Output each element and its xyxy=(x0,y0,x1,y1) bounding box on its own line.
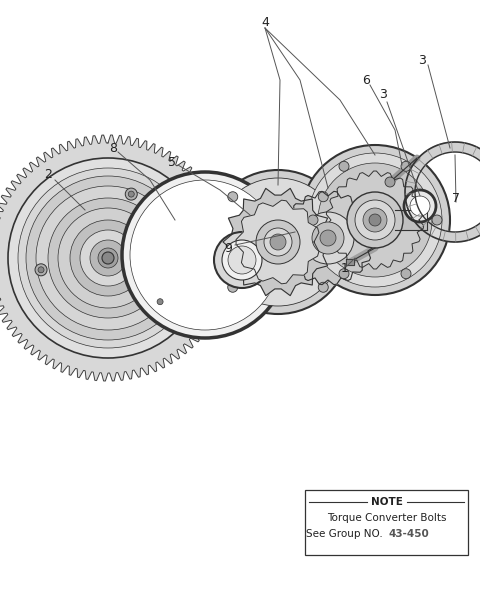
Circle shape xyxy=(154,296,166,308)
Text: 6: 6 xyxy=(362,74,370,87)
Circle shape xyxy=(157,299,163,305)
Circle shape xyxy=(122,172,288,338)
Circle shape xyxy=(70,220,146,296)
Polygon shape xyxy=(236,200,319,284)
Text: 3: 3 xyxy=(379,89,387,102)
Circle shape xyxy=(320,230,336,246)
Circle shape xyxy=(26,176,190,340)
Text: 3: 3 xyxy=(418,53,426,67)
Circle shape xyxy=(401,268,411,279)
Text: Torque Converter Bolts: Torque Converter Bolts xyxy=(327,513,446,523)
Polygon shape xyxy=(326,171,424,269)
Text: NOTE: NOTE xyxy=(371,497,402,507)
Circle shape xyxy=(130,180,280,330)
Circle shape xyxy=(98,248,118,268)
Circle shape xyxy=(363,208,387,232)
Circle shape xyxy=(302,212,354,264)
Circle shape xyxy=(228,192,238,202)
Circle shape xyxy=(214,178,342,306)
Polygon shape xyxy=(0,135,231,381)
Polygon shape xyxy=(346,259,354,265)
Circle shape xyxy=(228,282,238,292)
Text: 43-450: 43-450 xyxy=(388,529,429,539)
Circle shape xyxy=(222,240,262,280)
Circle shape xyxy=(410,196,430,216)
Circle shape xyxy=(308,215,318,225)
Circle shape xyxy=(318,192,328,202)
Text: 4: 4 xyxy=(261,15,269,29)
Text: 5: 5 xyxy=(168,156,176,169)
Polygon shape xyxy=(281,191,374,285)
Polygon shape xyxy=(405,142,480,242)
Circle shape xyxy=(385,177,395,187)
Circle shape xyxy=(339,268,349,279)
Text: 7: 7 xyxy=(452,191,460,204)
Circle shape xyxy=(214,232,270,288)
Circle shape xyxy=(432,215,442,225)
Circle shape xyxy=(308,153,442,287)
Circle shape xyxy=(38,267,44,273)
Circle shape xyxy=(355,200,395,240)
Text: 2: 2 xyxy=(44,169,52,182)
Circle shape xyxy=(102,252,114,264)
FancyBboxPatch shape xyxy=(305,490,468,555)
Circle shape xyxy=(300,145,450,295)
Circle shape xyxy=(48,198,168,318)
Circle shape xyxy=(404,190,436,222)
Circle shape xyxy=(318,163,432,277)
Circle shape xyxy=(318,282,328,292)
Circle shape xyxy=(228,246,256,274)
Circle shape xyxy=(256,220,300,264)
Text: 8: 8 xyxy=(109,141,117,154)
Circle shape xyxy=(18,168,198,348)
Circle shape xyxy=(264,228,292,256)
Circle shape xyxy=(347,192,403,248)
Circle shape xyxy=(8,158,208,358)
Circle shape xyxy=(401,162,411,171)
Circle shape xyxy=(339,162,349,171)
Circle shape xyxy=(90,240,126,276)
Circle shape xyxy=(270,234,286,250)
Circle shape xyxy=(80,230,136,286)
Text: See Group NO.: See Group NO. xyxy=(307,529,386,539)
Circle shape xyxy=(58,208,158,308)
Circle shape xyxy=(36,186,180,330)
Text: 1: 1 xyxy=(341,261,349,274)
Circle shape xyxy=(206,170,350,314)
Circle shape xyxy=(128,191,134,197)
Circle shape xyxy=(369,214,381,226)
Circle shape xyxy=(35,264,47,276)
Circle shape xyxy=(312,222,344,254)
Text: 9: 9 xyxy=(224,242,232,254)
Polygon shape xyxy=(223,188,333,296)
Circle shape xyxy=(125,188,137,200)
